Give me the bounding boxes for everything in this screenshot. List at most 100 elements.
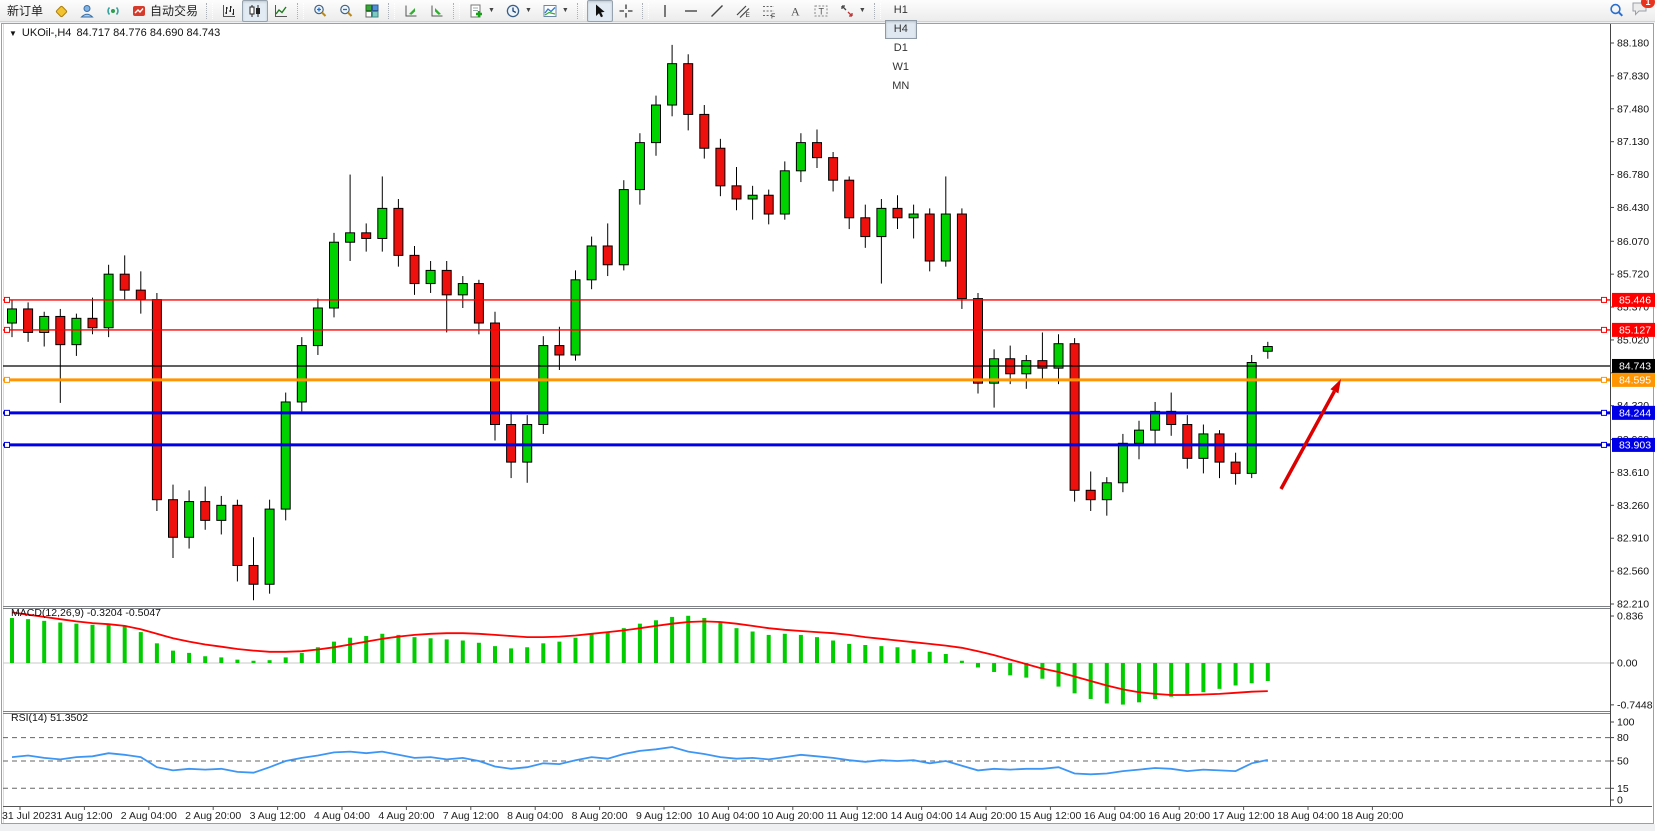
horizontal-lines (3, 296, 1610, 448)
price-line-badge (1612, 358, 1655, 373)
timeframe-button-h1[interactable]: H1 (893, 4, 908, 16)
line-handle[interactable] (4, 409, 10, 416)
timeframe-button-h4[interactable]: H4 (884, 20, 917, 39)
one-click-trading-toggle[interactable]: ▼ (9, 28, 17, 38)
macd-bar (412, 637, 417, 663)
line-handle[interactable] (4, 441, 10, 448)
candlestick-chart-button[interactable] (242, 0, 269, 22)
zoom-out-button[interactable] (333, 0, 359, 22)
add-indicator-button[interactable]: ▼ (463, 0, 500, 22)
timeframe-button-d1[interactable]: D1 (893, 42, 908, 54)
price-tick-label: 85.720 (1617, 269, 1649, 281)
bull-candle (651, 104, 661, 144)
fibonacci-button[interactable]: F (756, 0, 782, 22)
vertical-line-button[interactable] (652, 0, 678, 22)
macd-bar (831, 640, 836, 663)
signal-broadcast-button[interactable] (100, 0, 126, 22)
tile-windows-icon (364, 3, 380, 19)
price-line-badge-value: 85.127 (1619, 324, 1651, 336)
period-clock-caret[interactable]: ▼ (524, 7, 532, 14)
time-axis[interactable]: 31 Jul 2023 1 Aug 12:00 2 Aug 04:00 2 Aug 2… (2, 806, 1403, 822)
period-clock-button[interactable]: ▼ (500, 0, 537, 22)
time-tick-label: 4 Aug 20:00 (378, 810, 434, 822)
mini-chart-button-2[interactable] (424, 0, 450, 22)
macd-bar (895, 647, 900, 663)
tile-windows-button[interactable] (359, 0, 385, 22)
crosshair-button[interactable] (613, 0, 639, 22)
template-caret[interactable]: ▼ (561, 7, 569, 14)
bear-candle (973, 298, 983, 384)
bear-candle (924, 213, 935, 262)
macd-bar (1169, 663, 1174, 697)
new-order-button[interactable]: 新订单 (2, 0, 48, 22)
line-handle[interactable] (1601, 441, 1607, 448)
macd-tick-label: 0.836 (1617, 611, 1643, 623)
bear-candle (699, 113, 710, 149)
window-bottom-edge (0, 824, 1655, 831)
search-icon[interactable] (1608, 2, 1625, 19)
time-tick-label: 10 Aug 20:00 (762, 810, 824, 822)
add-indicator-caret[interactable]: ▼ (488, 7, 495, 14)
macd-bar (283, 657, 288, 663)
line-handle[interactable] (1601, 376, 1607, 383)
bull-candle (570, 279, 581, 356)
price-tick-label: 87.830 (1617, 70, 1649, 82)
line-handle[interactable] (4, 296, 10, 303)
time-tick-label: 4 Aug 04:00 (314, 810, 370, 822)
bear-candle (892, 207, 903, 219)
bear-candle (554, 345, 565, 356)
mini-chart-button-1[interactable] (398, 0, 424, 22)
text-button[interactable]: A (782, 0, 808, 22)
line-handle[interactable] (1601, 296, 1607, 303)
timeframe-group: M1M5M15M30H1H4D1W1MN (884, 0, 918, 96)
price-tick-label: 86.070 (1617, 236, 1649, 248)
autotrading-button[interactable]: 自动交易 (126, 0, 203, 22)
horizontal-line-button[interactable] (678, 0, 704, 22)
zoom-in-button[interactable] (307, 0, 333, 22)
macd-bar (315, 647, 320, 663)
trendline-button[interactable] (704, 0, 730, 22)
macd-bar (267, 660, 272, 663)
macd-tick-label: -0.7448 (1617, 699, 1653, 711)
line-handle[interactable] (4, 376, 10, 383)
macd-bar (718, 622, 723, 663)
macd-bar (154, 643, 159, 663)
line-handle[interactable] (4, 326, 10, 333)
line-handle[interactable] (1601, 326, 1607, 333)
line-handle[interactable] (1601, 409, 1607, 416)
gold-diamond-button[interactable] (48, 0, 74, 22)
chat-button[interactable]: 1 (1631, 0, 1655, 22)
bear-candle (1230, 461, 1241, 474)
price-line-badge-value: 83.903 (1619, 439, 1651, 451)
bull-candle (280, 401, 291, 510)
arrows-button[interactable]: ▼ (834, 0, 871, 22)
text-label-button[interactable]: T (808, 0, 834, 22)
toolbar-right-group: 1 (1608, 0, 1655, 22)
arrows-caret[interactable]: ▼ (858, 7, 866, 14)
bear-candle (23, 308, 34, 333)
bar-chart-button[interactable] (216, 0, 242, 22)
bear-candle (441, 269, 452, 296)
timeframe-button-w1[interactable]: W1 (892, 61, 910, 73)
price-axis[interactable]: 88.180 87.830 87.480 87.130 86.780 86.430 86.0… (1610, 38, 1655, 611)
time-tick-label: 16 Aug 20:00 (1148, 810, 1210, 822)
equidistant-channel-button[interactable]: E (730, 0, 756, 22)
macd-indicator-label: MACD(12,26,9) -0.3204 -0.5047 (11, 607, 161, 619)
cursor-button[interactable] (586, 0, 613, 22)
ohlc-values: 84.717 84.776 84.690 84.743 (76, 27, 221, 39)
line-chart-button[interactable] (268, 0, 294, 22)
rsi-tick-label: 50 (1617, 756, 1629, 768)
time-tick-label: 18 Aug 20:00 (1341, 810, 1403, 822)
time-tick-label: 14 Aug 04:00 (891, 810, 953, 822)
timeframe-button-mn[interactable]: MN (892, 80, 910, 92)
person-computer-button[interactable] (74, 0, 100, 22)
bull-candle (71, 317, 82, 346)
bull-candle (1150, 410, 1161, 431)
macd-bar (1265, 663, 1270, 681)
text-icon: A (787, 3, 803, 19)
template-button[interactable]: ▼ (537, 0, 574, 22)
svg-text:E: E (745, 12, 750, 19)
bear-candle (1182, 424, 1193, 459)
trend-arrow[interactable] (1279, 379, 1341, 490)
